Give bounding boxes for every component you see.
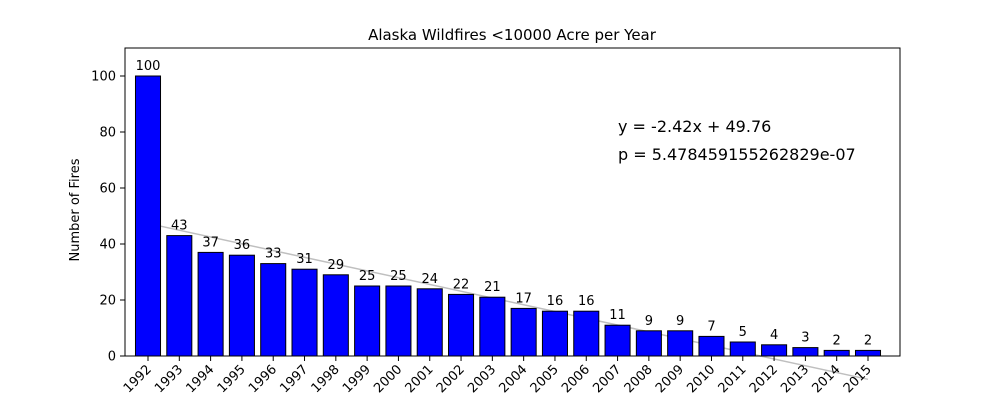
- x-tick-label: 1992: [121, 362, 155, 396]
- bar-2002: [448, 293, 475, 357]
- y-tick-label: 20: [99, 294, 116, 309]
- bar-2008: [635, 330, 662, 357]
- data-label: 43: [171, 219, 188, 234]
- bar-1995: [228, 254, 255, 357]
- bar-2012: [761, 344, 788, 357]
- data-label: 16: [547, 294, 564, 309]
- data-label: 22: [453, 277, 470, 292]
- data-label: 25: [390, 269, 407, 284]
- x-tick-label: 2008: [622, 362, 656, 396]
- x-tick-label: 1998: [309, 362, 343, 396]
- data-label: 9: [676, 314, 684, 329]
- y-tick-label: 80: [99, 126, 116, 141]
- p-value: p = 5.478459155262829e-07: [618, 145, 856, 164]
- bar-1997: [291, 268, 318, 357]
- bar-2004: [510, 307, 537, 357]
- y-tick-label: 100: [91, 70, 116, 85]
- bar-2006: [573, 310, 600, 357]
- bar-2013: [792, 347, 819, 357]
- bar-2001: [416, 288, 443, 357]
- bar-1998: [322, 274, 349, 357]
- x-tick-label: 2000: [371, 362, 405, 396]
- data-label: 16: [578, 294, 595, 309]
- x-tick-label: 2005: [528, 362, 562, 396]
- x-tick-label: 1993: [152, 362, 186, 396]
- bar-2007: [604, 324, 631, 357]
- data-label: 4: [770, 328, 778, 343]
- data-label: 33: [265, 247, 282, 262]
- bar-2000: [385, 285, 412, 357]
- bar-1992: [134, 75, 162, 357]
- data-label: 17: [515, 291, 532, 306]
- data-label: 2: [833, 333, 841, 348]
- bar-1996: [260, 263, 287, 357]
- data-label: 24: [421, 272, 438, 287]
- bar-2011: [729, 341, 756, 357]
- x-tick-label: 2004: [496, 362, 530, 396]
- data-label: 7: [707, 319, 715, 334]
- y-axis-label: Number of Fires: [68, 158, 83, 261]
- data-label: 25: [359, 269, 376, 284]
- x-tick-label: 2009: [653, 362, 687, 396]
- bar-2015: [854, 349, 882, 357]
- regression-equation: y = -2.42x + 49.76: [618, 117, 771, 136]
- x-tick-label: 2010: [684, 362, 718, 396]
- x-tick-label: 2007: [590, 362, 624, 396]
- x-tick-label: 1999: [340, 362, 374, 396]
- x-tick-label: 2013: [778, 362, 812, 396]
- data-label: 3: [801, 331, 809, 346]
- plot-frame: [124, 47, 901, 357]
- bars-group: [134, 75, 882, 357]
- data-label: 31: [296, 252, 313, 267]
- x-axis: 1992199319941995199619971998199920002001…: [121, 356, 875, 396]
- x-tick-label: 2001: [403, 362, 437, 396]
- bar-1994: [197, 251, 224, 357]
- x-tick-label: 1997: [277, 362, 311, 396]
- bar-1999: [354, 285, 381, 357]
- x-tick-label: 2012: [747, 362, 781, 396]
- y-tick-label: 0: [108, 350, 116, 365]
- data-label: 100: [136, 59, 161, 74]
- data-label: 29: [328, 258, 345, 273]
- bar-1993: [166, 235, 193, 357]
- y-tick-label: 60: [99, 182, 116, 197]
- data-label: 5: [739, 325, 747, 340]
- x-tick-label: 2003: [465, 362, 499, 396]
- bar-2010: [698, 335, 725, 357]
- bar-2014: [823, 349, 850, 357]
- y-axis: 0 20 40 60 80 100: [91, 70, 125, 365]
- x-tick-label: 1994: [183, 362, 217, 396]
- y-tick-label: 40: [99, 238, 116, 253]
- x-tick-label: 1996: [246, 362, 280, 396]
- data-label: 9: [645, 314, 653, 329]
- data-label: 2: [864, 333, 872, 348]
- data-label: 11: [609, 308, 626, 323]
- bar-2005: [541, 310, 568, 357]
- data-label: 36: [234, 238, 251, 253]
- chart-title: Alaska Wildfires <10000 Acre per Year: [368, 26, 657, 44]
- x-tick-label: 2002: [434, 362, 468, 396]
- data-label: 37: [202, 235, 219, 250]
- x-tick-label: 2006: [559, 362, 593, 396]
- bar-2003: [479, 296, 506, 357]
- x-tick-label: 2015: [841, 362, 875, 396]
- x-tick-label: 1995: [215, 362, 249, 396]
- data-label: 21: [484, 280, 501, 295]
- x-tick-label: 2011: [716, 362, 750, 396]
- bar-2009: [667, 330, 694, 357]
